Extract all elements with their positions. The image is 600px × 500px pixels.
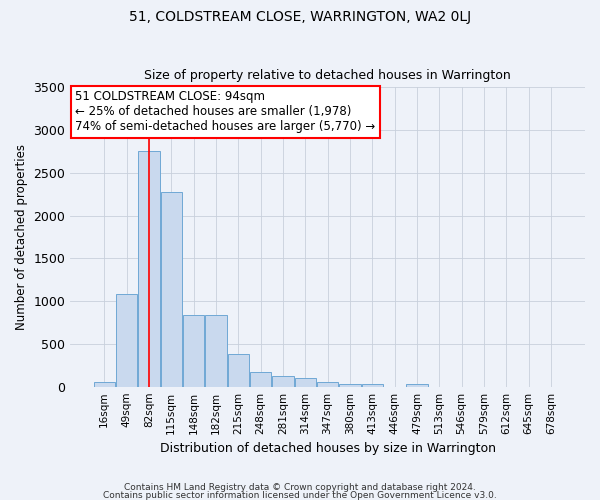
Bar — [161, 192, 182, 386]
Bar — [317, 382, 338, 386]
Bar — [94, 382, 115, 386]
Text: Contains public sector information licensed under the Open Government Licence v3: Contains public sector information licen… — [103, 490, 497, 500]
Bar — [272, 376, 293, 386]
Bar — [183, 315, 204, 386]
Bar — [406, 384, 428, 386]
Bar — [116, 294, 137, 386]
Bar — [139, 152, 160, 386]
Text: 51, COLDSTREAM CLOSE, WARRINGTON, WA2 0LJ: 51, COLDSTREAM CLOSE, WARRINGTON, WA2 0L… — [129, 10, 471, 24]
Y-axis label: Number of detached properties: Number of detached properties — [15, 144, 28, 330]
Bar — [227, 354, 249, 386]
X-axis label: Distribution of detached houses by size in Warrington: Distribution of detached houses by size … — [160, 442, 496, 455]
Bar — [340, 384, 361, 386]
Bar — [205, 315, 227, 386]
Bar — [362, 384, 383, 386]
Bar — [295, 378, 316, 386]
Bar — [250, 372, 271, 386]
Text: 51 COLDSTREAM CLOSE: 94sqm
← 25% of detached houses are smaller (1,978)
74% of s: 51 COLDSTREAM CLOSE: 94sqm ← 25% of deta… — [76, 90, 376, 134]
Text: Contains HM Land Registry data © Crown copyright and database right 2024.: Contains HM Land Registry data © Crown c… — [124, 484, 476, 492]
Title: Size of property relative to detached houses in Warrington: Size of property relative to detached ho… — [144, 69, 511, 82]
